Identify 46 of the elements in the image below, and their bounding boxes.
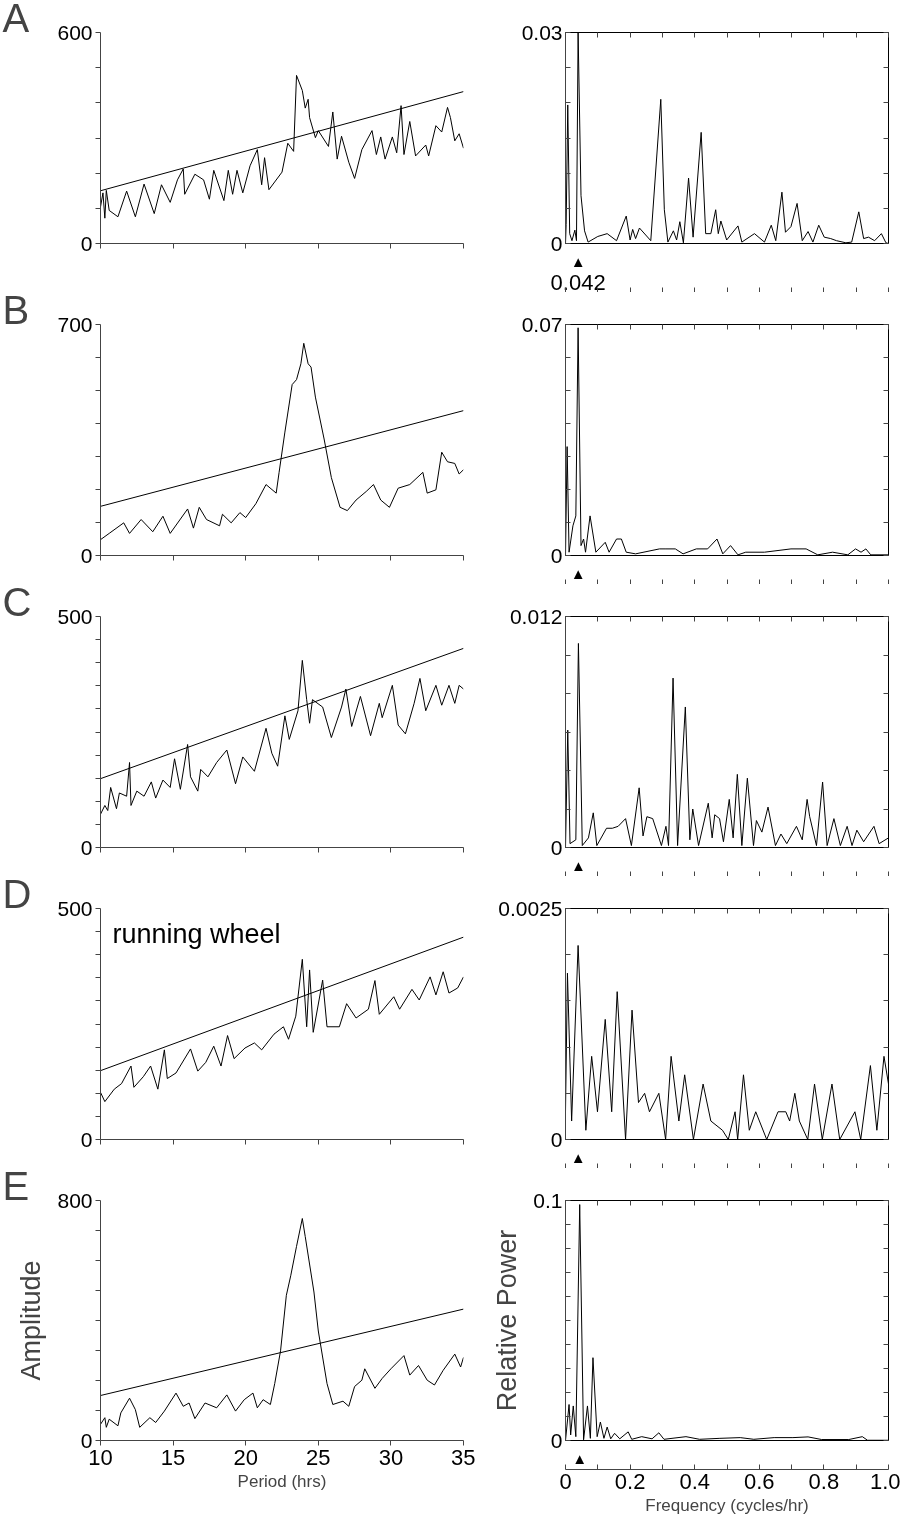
text: ▲ bbox=[570, 1148, 586, 1166]
x-tick-label: 0.2 bbox=[614, 1468, 646, 1494]
y-tick-label: 0 bbox=[80, 231, 93, 255]
text: ▲ bbox=[571, 856, 586, 874]
x-tick-label: 0.4 bbox=[679, 1468, 710, 1494]
text: ▲ bbox=[570, 564, 586, 582]
y-tick-label: 0 bbox=[80, 1428, 93, 1452]
x-tick-label: 30 bbox=[378, 1444, 404, 1470]
x-tick-label: 25 bbox=[306, 1444, 331, 1470]
y-tick-label: 0 bbox=[550, 543, 563, 567]
y-axis-title: Relative Power bbox=[492, 1229, 523, 1412]
y-tick-label: 500 bbox=[57, 896, 93, 920]
y-tick-label: 0 bbox=[80, 543, 93, 567]
y-tick-label: 0 bbox=[550, 1428, 563, 1452]
y-tick-label: 0.012 bbox=[509, 604, 563, 628]
x-axis-title: Frequency (cycles/hr) bbox=[645, 1495, 809, 1515]
x-tick-label: 35 bbox=[451, 1444, 476, 1470]
chart-title: A bbox=[2, 0, 30, 40]
text: 0.042 bbox=[550, 269, 606, 295]
x-tick-label: 0.8 bbox=[808, 1468, 840, 1494]
chart-title: E bbox=[2, 1163, 30, 1208]
chart-title: B bbox=[2, 287, 30, 332]
y-tick-label: 800 bbox=[57, 1188, 93, 1212]
y-tick-label: 0 bbox=[80, 835, 93, 859]
y-tick-label: 0.03 bbox=[521, 20, 563, 44]
y-tick-label: 500 bbox=[57, 604, 93, 628]
y-tick-label: 0.1 bbox=[533, 1188, 563, 1212]
y-tick-label: 0 bbox=[550, 835, 563, 859]
y-axis-title: Amplitude bbox=[16, 1260, 47, 1381]
text: ▲ bbox=[572, 1449, 588, 1467]
text: ▲ bbox=[570, 252, 586, 270]
y-tick-label: 0.07 bbox=[521, 312, 563, 336]
y-tick-label: 0.0025 bbox=[498, 896, 563, 920]
y-tick-label: 0 bbox=[550, 1127, 563, 1151]
annotation: running wheel bbox=[112, 918, 281, 949]
x-tick-label: 1.0 bbox=[869, 1468, 901, 1494]
chart-title: C bbox=[2, 579, 32, 624]
x-tick-label: 15 bbox=[160, 1444, 186, 1470]
y-tick-label: 600 bbox=[57, 20, 93, 44]
y-tick-label: 0 bbox=[550, 231, 563, 255]
x-tick-label: 20 bbox=[233, 1444, 258, 1470]
chart-title: D bbox=[2, 871, 32, 916]
x-axis-title: Period (hrs) bbox=[237, 1471, 327, 1491]
y-tick-label: 0 bbox=[80, 1127, 93, 1151]
x-tick-label: 0.6 bbox=[744, 1468, 775, 1494]
y-tick-label: 700 bbox=[57, 312, 93, 336]
